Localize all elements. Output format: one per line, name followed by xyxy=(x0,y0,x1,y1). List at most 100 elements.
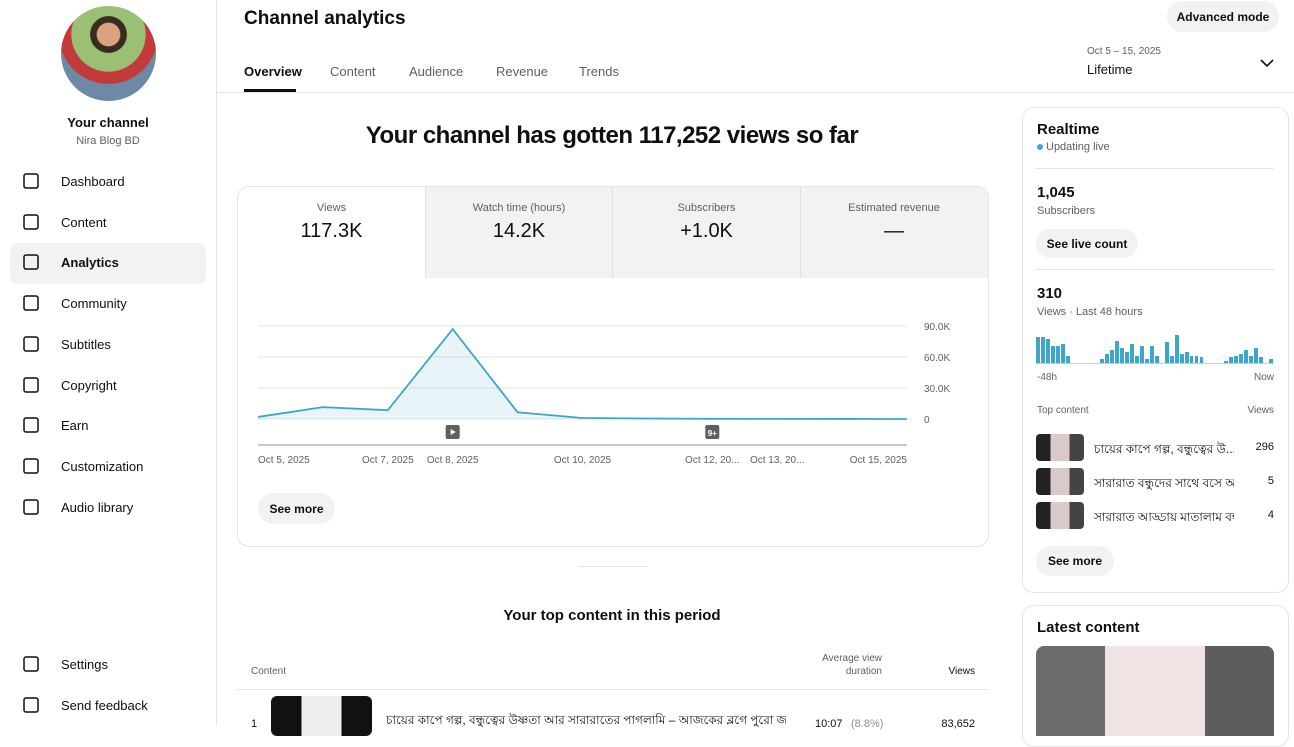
nav-item[interactable]: Community xyxy=(61,296,127,312)
realtime-bar xyxy=(1036,336,1040,363)
axis-end: Now xyxy=(1253,372,1274,383)
channel-handle: Nira Blog BD xyxy=(76,135,140,147)
nav-icon xyxy=(23,417,39,433)
realtime-bar xyxy=(1224,361,1229,363)
realtime-bar xyxy=(1130,344,1134,363)
axis-start: -48h xyxy=(1037,372,1058,383)
realtime-bar xyxy=(1194,355,1199,363)
subscriber-label: Subscribers xyxy=(1037,205,1096,217)
nav-item[interactable]: Subtitles xyxy=(61,336,111,352)
nav-item[interactable]: Content xyxy=(61,214,107,230)
realtime-bar xyxy=(1229,357,1234,363)
avatar[interactable] xyxy=(61,6,156,101)
realtime-bar xyxy=(1055,346,1060,363)
views-count: 310 xyxy=(1037,285,1063,302)
metric-tab[interactable] xyxy=(425,187,613,278)
line xyxy=(257,327,908,420)
realtime-bar xyxy=(1179,353,1184,363)
nav-item[interactable]: Customization xyxy=(61,458,144,474)
latest-thumbnail[interactable] xyxy=(1036,646,1274,736)
nav-item[interactable]: Dashboard xyxy=(61,174,125,189)
nav-icon xyxy=(23,376,39,393)
live-dot xyxy=(1037,144,1043,150)
realtime-bar xyxy=(1155,355,1159,363)
realtime-title: Realtime xyxy=(1037,121,1100,138)
metric-value: +1.0K xyxy=(680,220,733,242)
realtime-bar xyxy=(1259,357,1263,363)
tab-underline xyxy=(244,89,296,92)
see-more-button[interactable]: See more xyxy=(258,493,335,524)
views-column: Views xyxy=(1247,405,1275,416)
realtime-bar xyxy=(1110,349,1115,363)
x-tick-label: Oct 8, 2025 xyxy=(427,455,479,466)
nav-item[interactable]: Analytics xyxy=(61,255,119,271)
realtime-bar xyxy=(1244,349,1248,363)
column-header: Content xyxy=(251,666,287,677)
realtime-bar xyxy=(1239,353,1244,363)
realtime-bar xyxy=(1050,346,1055,363)
item-thumbnail[interactable] xyxy=(1036,434,1084,461)
nav-icon xyxy=(23,498,39,515)
row-rank: 1 xyxy=(251,718,258,730)
tab[interactable]: Revenue xyxy=(496,64,549,79)
divider xyxy=(578,566,648,567)
nav-item[interactable]: Send feedback xyxy=(61,698,148,713)
divider xyxy=(1036,269,1274,270)
advanced-mode-button[interactable]: Advanced mode xyxy=(1167,1,1279,32)
item-title[interactable]: সারারাত আড্ডায় মাতালাম বন্ধু... xyxy=(1094,510,1234,524)
nav-icon xyxy=(23,295,39,311)
dropdown-icon[interactable] xyxy=(1259,56,1275,70)
realtime-bar xyxy=(1060,344,1065,363)
x-tick-label: Oct 13, 20... xyxy=(750,455,804,466)
row-duration: 10:07 xyxy=(815,718,843,730)
metric-value: 14.2K xyxy=(492,220,546,242)
item-thumbnail[interactable] xyxy=(1036,468,1084,495)
metric-label: Estimated revenue xyxy=(848,202,940,214)
realtime-bar xyxy=(1135,355,1139,363)
item-views: 4 xyxy=(1267,509,1274,521)
x-tick-label: Oct 10, 2025 xyxy=(554,455,612,466)
item-title[interactable]: সারারাত বন্ধুদের সাথে বসে আ... xyxy=(1094,476,1234,490)
baseline xyxy=(1036,363,1274,364)
play-icon xyxy=(450,429,456,435)
realtime-bar xyxy=(1249,355,1253,363)
realtime-bar xyxy=(1199,357,1204,363)
page: 0 30.0K 60.0K 90.0K Oct 5, 2025 Oct 7, 2025 Oc… xyxy=(10,0,1294,747)
headline: Your channel has gotten 117,252 views so… xyxy=(365,122,859,149)
y-tick-label: 30.0K xyxy=(924,384,950,395)
realtime-bar xyxy=(1040,336,1045,363)
nav-item[interactable]: Audio library xyxy=(61,499,134,515)
tab[interactable]: Trends xyxy=(579,64,619,79)
row-percent: (8.8%) xyxy=(851,718,884,730)
nav-icon xyxy=(23,458,39,474)
views-label: Views · Last 48 hours xyxy=(1037,306,1143,318)
metric-tab[interactable] xyxy=(800,187,988,278)
nav-icon xyxy=(23,173,39,189)
item-thumbnail[interactable] xyxy=(1036,502,1084,529)
live-count-button[interactable]: See live count xyxy=(1036,229,1138,258)
tab[interactable]: Content xyxy=(330,64,376,79)
realtime-bar xyxy=(1140,346,1144,363)
nav-item[interactable]: Settings xyxy=(61,657,108,672)
realtime-bar xyxy=(1169,355,1174,363)
column-header: Views xyxy=(948,666,976,677)
channel-title: Your channel xyxy=(67,115,149,130)
realtime-bar xyxy=(1065,355,1070,363)
metric-tab[interactable] xyxy=(613,187,801,278)
item-title[interactable]: চায়ের কাপে গল্প, বন্ধুত্বের উ... xyxy=(1094,442,1234,456)
row-thumbnail[interactable] xyxy=(271,696,372,736)
realtime-bar xyxy=(1045,338,1050,363)
tab[interactable]: Audience xyxy=(409,64,464,79)
row-title[interactable]: চায়ের কাপে গল্প, বন্ধুত্বের উষ্ণতা আর স… xyxy=(386,713,786,727)
date-range: Oct 5 – 15, 2025 xyxy=(1087,46,1161,57)
realtime-bar xyxy=(1145,359,1149,363)
see-more-button[interactable]: See more xyxy=(1036,546,1114,576)
nav-item[interactable]: Copyright xyxy=(61,377,117,393)
metric-tab[interactable] xyxy=(238,187,426,278)
table-divider xyxy=(237,689,988,690)
metric-value: 117.3K xyxy=(300,220,363,242)
tab[interactable]: Overview xyxy=(244,64,302,79)
realtime-bar xyxy=(1105,353,1110,363)
realtime-bar xyxy=(1189,355,1194,363)
nav-item[interactable]: Earn xyxy=(61,418,89,434)
